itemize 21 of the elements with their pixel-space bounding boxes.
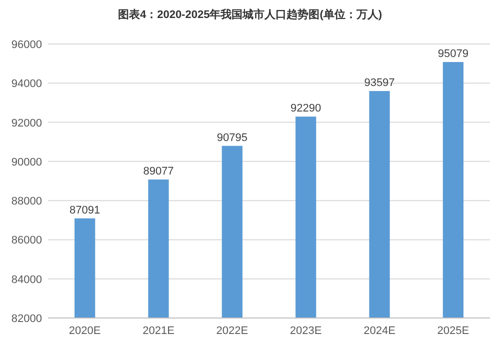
data-label: 89077: [143, 165, 174, 178]
data-label: 90795: [216, 132, 248, 144]
x-tick-label: 2021E: [142, 325, 174, 337]
y-tick-label: 90000: [11, 156, 42, 168]
y-tick-label: 88000: [11, 196, 42, 208]
x-tick-label: 2023E: [290, 325, 322, 337]
y-tick-label: 86000: [11, 234, 42, 247]
chart-title: 图表4：2020-2025年我国城市人口趋势图(单位：万人): [118, 8, 382, 21]
y-tick-label: 92000: [11, 117, 42, 130]
data-label: 95079: [438, 48, 468, 60]
data-label: 93597: [364, 77, 395, 90]
y-tick-label: 82000: [11, 313, 42, 325]
y-tick-label: 84000: [11, 274, 42, 286]
x-tick-label: 2025E: [437, 325, 470, 337]
x-tick-label: 2020E: [68, 325, 101, 337]
y-tick-label: 94000: [11, 78, 42, 90]
data-label: 87091: [70, 204, 100, 216]
x-tick-label: 2024E: [364, 325, 396, 337]
y-tick-label: 96000: [11, 39, 42, 51]
x-tick-label: 2022E: [216, 325, 248, 337]
data-label: 92290: [290, 102, 322, 115]
